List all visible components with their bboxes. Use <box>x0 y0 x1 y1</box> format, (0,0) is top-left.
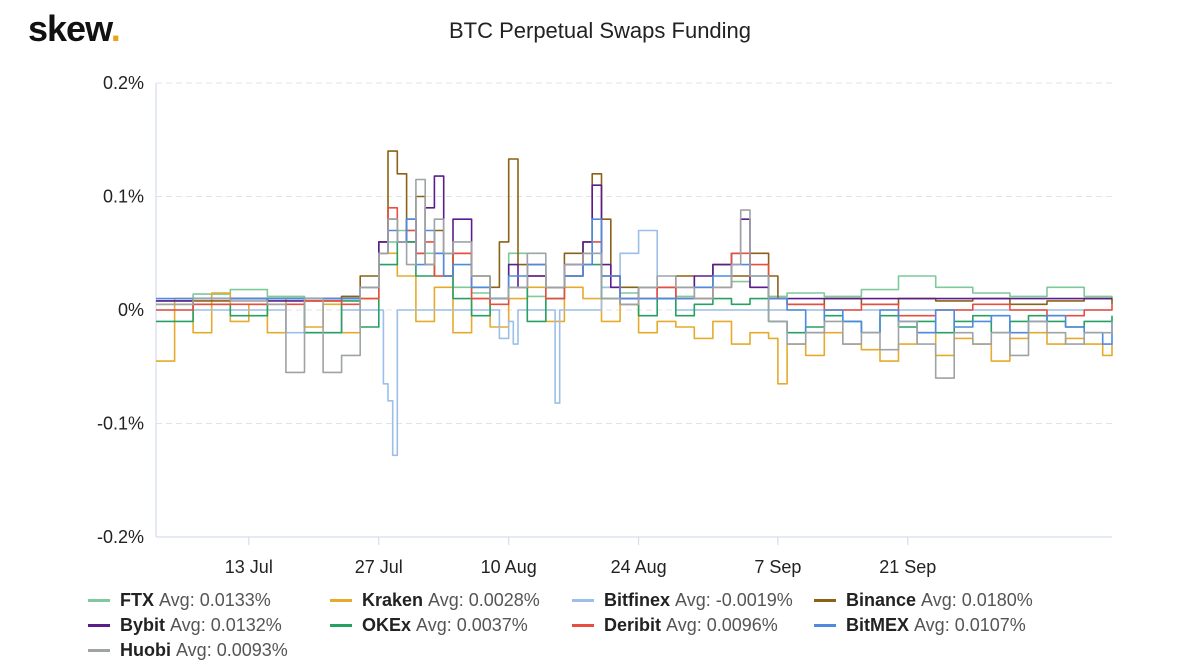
legend-series-avg: Avg: 0.0096% <box>666 615 778 635</box>
axes <box>155 83 1112 545</box>
series-line-deribit <box>156 207 1113 317</box>
legend-swatch <box>330 599 352 602</box>
legend-series-name: BitMEX <box>846 615 909 635</box>
series-line-huobi <box>156 178 1113 379</box>
legend-series-avg: Avg: 0.0028% <box>428 590 540 610</box>
legend-series-name: FTX <box>120 590 154 610</box>
legend-item-huobi[interactable]: Huobi Avg: 0.0093% <box>88 640 288 661</box>
legend-swatch <box>814 599 836 602</box>
series-line-kraken <box>156 252 1113 385</box>
series-line-bybit <box>156 175 1112 302</box>
series-line-bitfinex <box>156 229 1112 457</box>
series-line-binance <box>156 150 1113 306</box>
legend-series-avg: Avg: 0.0107% <box>914 615 1026 635</box>
legend-series-name: Kraken <box>362 590 424 610</box>
legend-swatch <box>330 624 352 627</box>
x-tick-label: 24 Aug <box>611 557 667 577</box>
legend-series-avg: Avg: 0.0180% <box>921 590 1033 610</box>
y-tick-label: -0.1% <box>97 414 144 434</box>
legend-item-deribit[interactable]: Deribit Avg: 0.0096% <box>572 615 778 636</box>
legend-item-ftx[interactable]: FTX Avg: 0.0133% <box>88 590 271 611</box>
legend-swatch <box>88 599 110 602</box>
legend-series-avg: Avg: 0.0037% <box>416 615 528 635</box>
legend-swatch <box>814 624 836 627</box>
legend-swatch <box>572 624 594 627</box>
series-lines <box>156 150 1113 457</box>
y-tick-label: 0% <box>118 300 144 320</box>
legend-series-avg: Avg: 0.0093% <box>176 640 288 660</box>
legend-item-bitfinex[interactable]: Bitfinex Avg: -0.0019% <box>572 590 793 611</box>
legend-item-okex[interactable]: OKEx Avg: 0.0037% <box>330 615 528 636</box>
y-tick-label: -0.2% <box>97 527 144 547</box>
series-line-bitmex <box>156 218 1113 345</box>
legend-series-name: Bybit <box>120 615 165 635</box>
legend-series-avg: Avg: -0.0019% <box>675 590 793 610</box>
legend-series-name: OKEx <box>362 615 412 635</box>
legend-item-binance[interactable]: Binance Avg: 0.0180% <box>814 590 1033 611</box>
legend-series-avg: Avg: 0.0133% <box>159 590 271 610</box>
legend-series-name: Binance <box>846 590 917 610</box>
series-line-okex <box>156 241 1113 334</box>
legend-series-name: Huobi <box>120 640 171 660</box>
x-tick-label: 10 Aug <box>481 557 537 577</box>
x-tick-label: 7 Sep <box>754 557 801 577</box>
tick-labels: 0.2% 0.1% 0% -0.1% -0.2% 13 Jul 27 Jul 10 Aug 24… <box>97 73 936 577</box>
legend-item-kraken[interactable]: Kraken Avg: 0.0028% <box>330 590 540 611</box>
legend-swatch <box>88 649 110 652</box>
x-tick-label: 27 Jul <box>355 557 403 577</box>
x-tick-label: 13 Jul <box>225 557 273 577</box>
y-tick-label: 0.2% <box>103 73 144 93</box>
legend-series-avg: Avg: 0.0132% <box>170 615 282 635</box>
legend-series-name: Deribit <box>604 615 662 635</box>
chart-title: BTC Perpetual Swaps Funding <box>448 18 752 43</box>
legend-swatch <box>88 624 110 627</box>
legend-item-bitmex[interactable]: BitMEX Avg: 0.0107% <box>814 615 1026 636</box>
y-tick-label: 0.1% <box>103 187 144 207</box>
series-line-ftx <box>156 229 1113 302</box>
x-tick-label: 21 Sep <box>879 557 936 577</box>
legend-series-name: Bitfinex <box>604 590 671 610</box>
legend-item-bybit[interactable]: Bybit Avg: 0.0132% <box>88 615 282 636</box>
legend-swatch <box>572 599 594 602</box>
skew-logo: skew. <box>28 8 121 49</box>
